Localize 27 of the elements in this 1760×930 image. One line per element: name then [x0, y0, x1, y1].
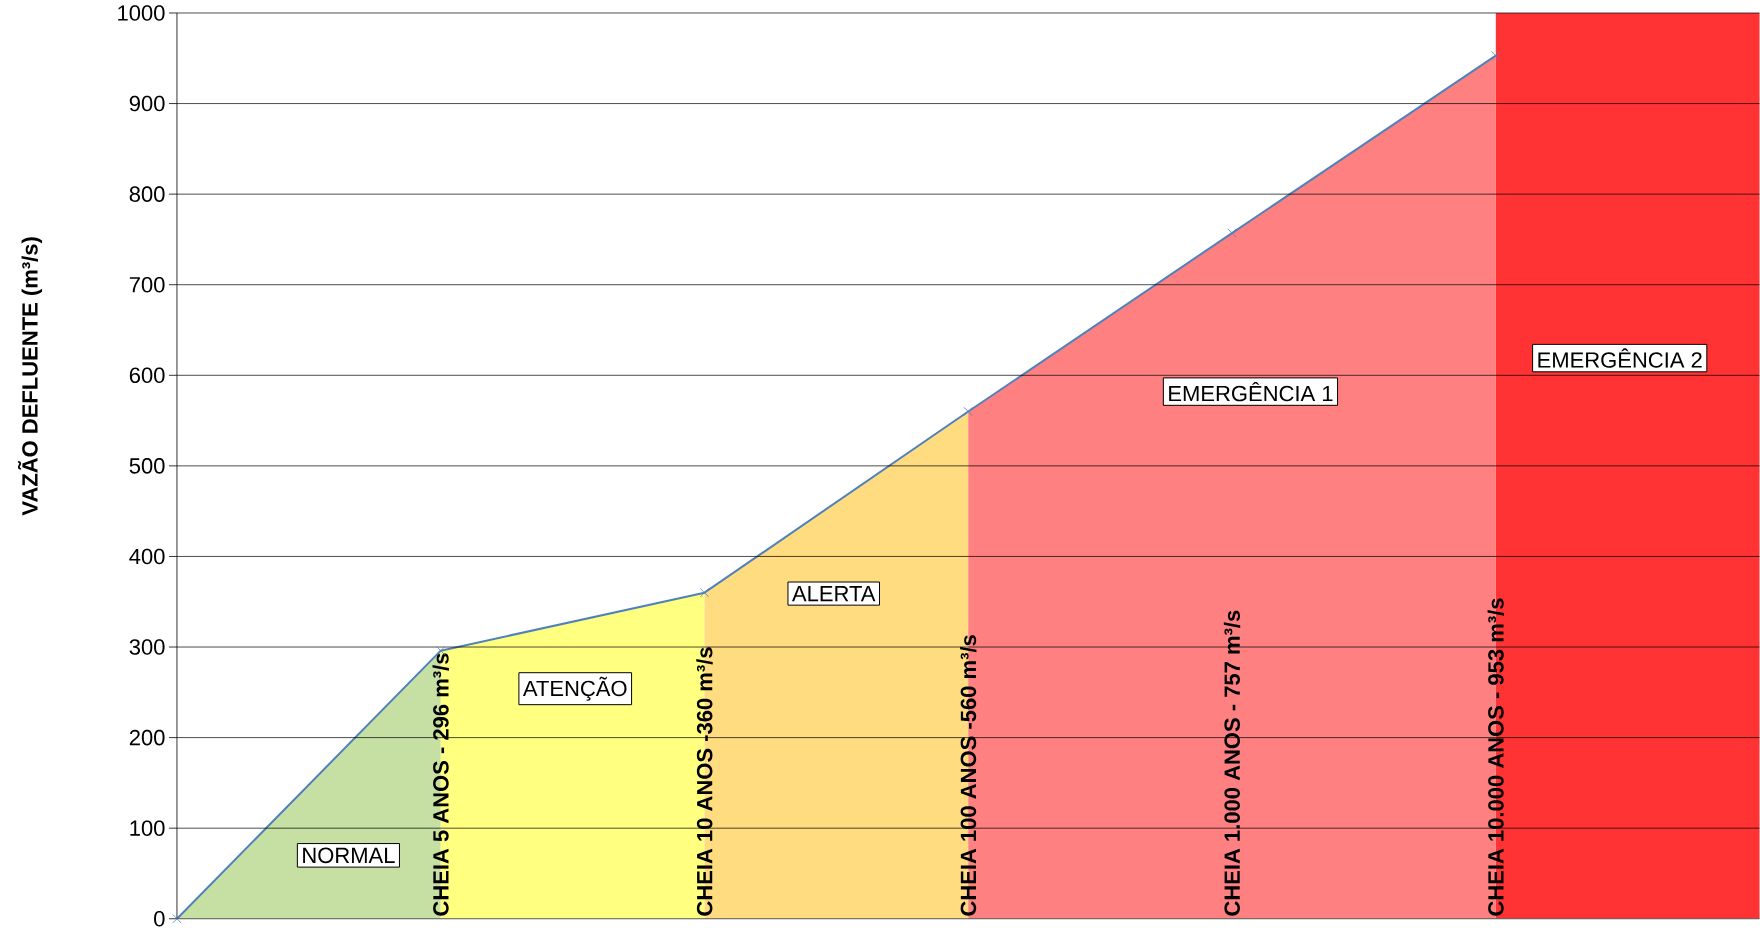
series-label: EMERGÊNCIA 2	[1538, 348, 1702, 368]
annotation: CHEIA 5 ANOS - 296 m³/s	[432, 653, 449, 916]
annotation: CHEIA 1.000 ANOS - 757 m³/s	[1223, 610, 1241, 916]
point	[1227, 228, 1237, 238]
annotation: CHEIA 10.000 ANOS - 953 m³/s	[1487, 598, 1504, 916]
y-tick-label: 900	[129, 95, 165, 112]
y-tick-label: 600	[129, 367, 165, 384]
y-tick-label: 300	[129, 639, 165, 655]
series-label: EMERGÊNCIA 1	[1169, 381, 1333, 402]
y-axis-title: VAZÃO DEFLUENTE (m³/s)	[17, 237, 43, 516]
point	[963, 406, 973, 417]
annotation: CHEIA 10 ANOS -360 m³/s	[696, 647, 713, 916]
annotation: CHEIA 100 ANOS -560 m³/s	[960, 635, 977, 916]
y-tick-label: 700	[129, 276, 165, 293]
y-tick-label: 100	[130, 820, 165, 837]
series-label: ATENÇÃO	[522, 676, 627, 701]
point	[1491, 50, 1501, 61]
y-tick-label: 1000	[118, 5, 165, 21]
series-label: NORMAL	[303, 847, 395, 864]
point	[699, 588, 710, 598]
point	[172, 914, 182, 924]
y-tick-label: 0	[154, 911, 165, 927]
y-tick-label: 800	[129, 186, 165, 202]
y-tick-label: 500	[129, 458, 165, 474]
y-tick-label: 200	[129, 729, 165, 746]
y-tick-label: 400	[129, 548, 165, 565]
series-label: ALERTA	[792, 586, 876, 602]
